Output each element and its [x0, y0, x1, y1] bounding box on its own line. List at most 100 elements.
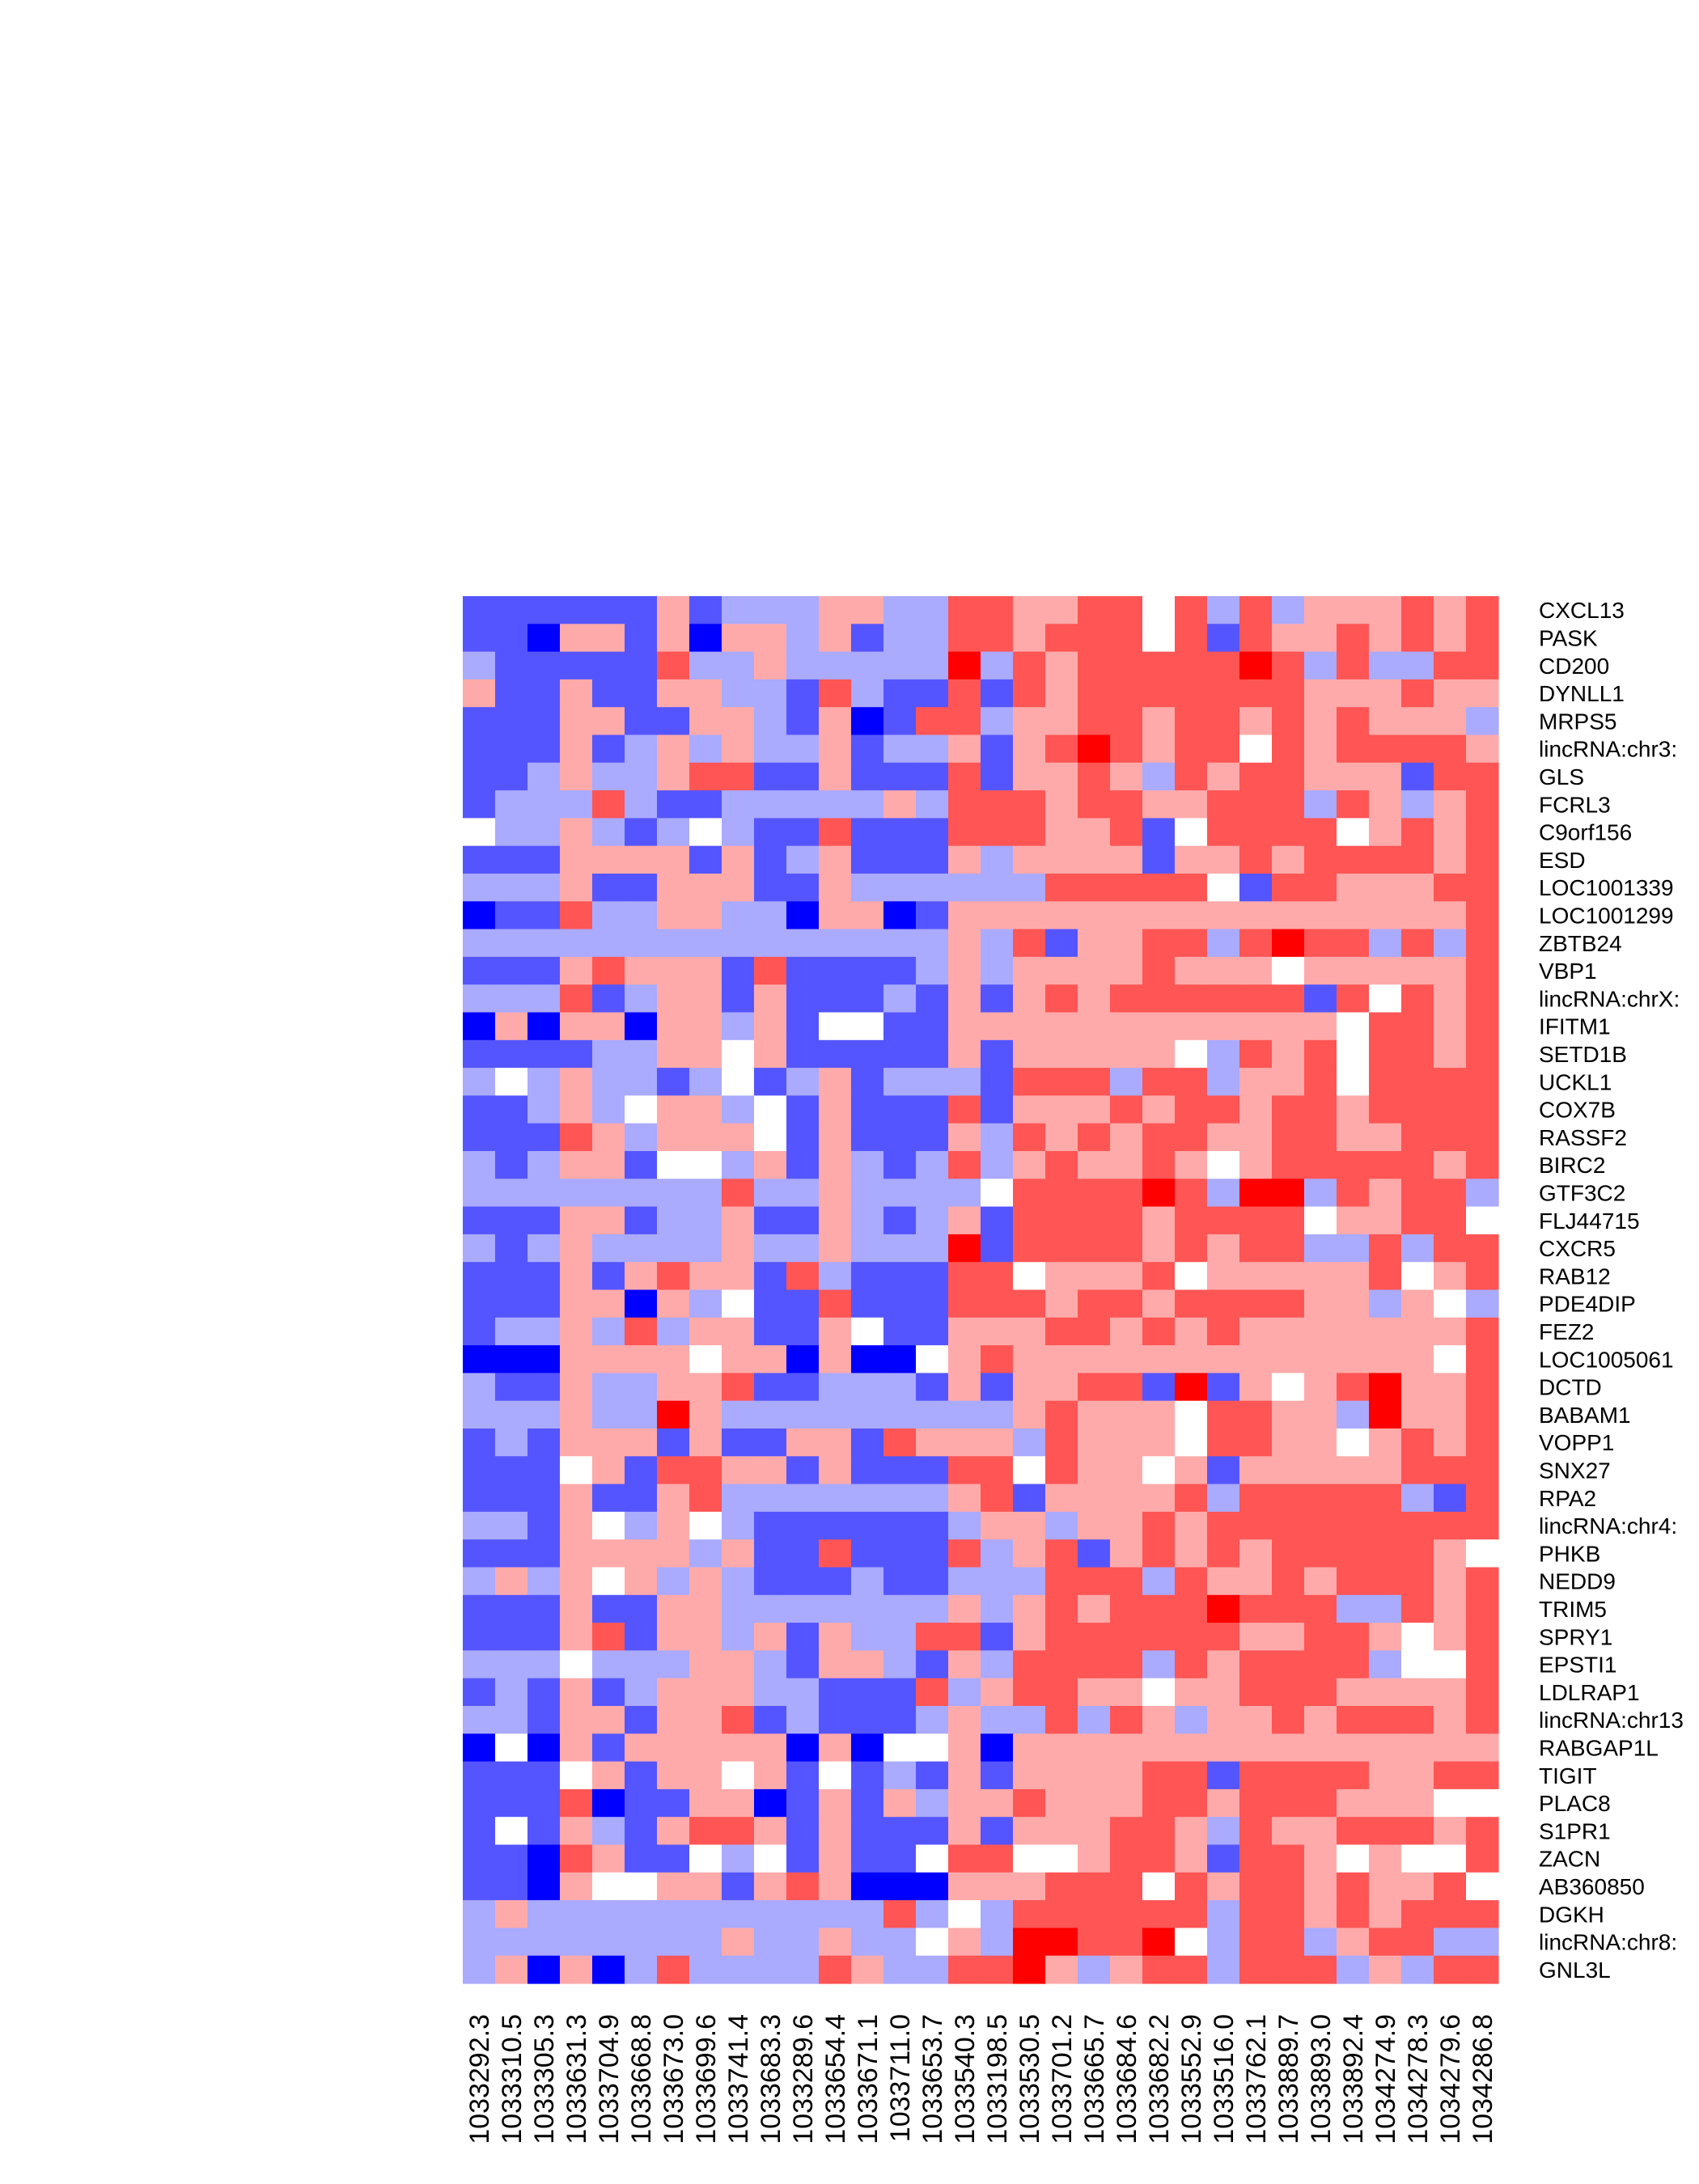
heatmap-cell: [1045, 956, 1078, 985]
heatmap-cell: [689, 1095, 722, 1124]
heatmap-cell: [948, 1456, 981, 1485]
heatmap-cell: [1207, 1623, 1240, 1651]
heatmap-cell: [1142, 1068, 1176, 1096]
heatmap-cell: [786, 1511, 820, 1540]
heatmap-cell: [722, 1706, 755, 1734]
heatmap-cell: [754, 1456, 787, 1485]
heatmap-cell: [560, 1900, 593, 1928]
heatmap-cell: [948, 1594, 981, 1623]
heatmap-cell: [1304, 707, 1337, 736]
heatmap-cell: [560, 845, 593, 874]
heatmap-cell: [625, 1400, 658, 1429]
heatmap-cell: [1175, 1012, 1208, 1041]
heatmap-cell: [1175, 1650, 1208, 1679]
heatmap-cell: [1207, 1123, 1240, 1152]
heatmap-cell: [851, 734, 884, 764]
heatmap-cell: [527, 1761, 561, 1790]
heatmap-cell: [1239, 1400, 1273, 1429]
heatmap-cell: [819, 1844, 852, 1873]
heatmap-cell: [463, 1095, 496, 1124]
heatmap-cell: [851, 1234, 884, 1263]
heatmap-cell: [1304, 1706, 1337, 1734]
heatmap-cell: [1078, 1400, 1111, 1429]
heatmap-cell: [1434, 1955, 1467, 1984]
heatmap-cell: [786, 1817, 820, 1846]
heatmap-cell: [657, 956, 690, 985]
heatmap-cell: [819, 984, 852, 1014]
heatmap-cell: [819, 1761, 852, 1790]
heatmap-cell: [1466, 1928, 1499, 1957]
heatmap-cell: [1401, 1511, 1434, 1540]
column-label: 1033310.5: [497, 2014, 527, 2144]
heatmap-cell: [1045, 1428, 1078, 1457]
heatmap-cell: [495, 790, 528, 819]
heatmap-cell: [1466, 1788, 1499, 1818]
heatmap-cell: [1304, 734, 1337, 764]
heatmap-cell: [689, 1817, 722, 1846]
heatmap-cell: [1239, 762, 1273, 791]
heatmap-cell: [560, 1955, 593, 1984]
heatmap-cell: [1369, 1928, 1402, 1957]
heatmap-cell: [495, 1151, 528, 1179]
heatmap-cell: [1078, 1373, 1111, 1402]
heatmap-cell: [689, 1012, 722, 1041]
heatmap-cell: [1142, 1706, 1176, 1734]
heatmap-cell: [1337, 1817, 1370, 1846]
heatmap-cell: [1337, 929, 1370, 958]
heatmap-cell: [463, 1706, 496, 1734]
heatmap-cell: [495, 845, 528, 874]
heatmap-cell: [495, 679, 528, 708]
heatmap-cell: [981, 1400, 1014, 1429]
heatmap-cells: [463, 596, 1499, 1984]
row-label: GLS: [1539, 764, 1584, 789]
heatmap-cell: [1045, 1039, 1078, 1069]
heatmap-cell: [625, 1872, 658, 1901]
heatmap-cell: [463, 1733, 496, 1763]
heatmap-cell: [495, 1733, 528, 1763]
heatmap-cell: [851, 651, 884, 680]
heatmap-cell: [722, 679, 755, 708]
heatmap-cell: [1175, 1095, 1208, 1124]
heatmap-cell: [1401, 1400, 1434, 1429]
heatmap-cell: [1013, 1039, 1046, 1069]
heatmap-cell: [786, 1234, 820, 1263]
heatmap-cell: [1369, 1068, 1402, 1096]
heatmap-cell: [1337, 1289, 1370, 1318]
heatmap-cell: [1434, 1456, 1467, 1485]
heatmap-cell: [527, 818, 561, 847]
heatmap-cell: [1466, 1068, 1499, 1096]
heatmap-cell: [463, 734, 496, 764]
heatmap-cell: [1401, 1955, 1434, 1984]
heatmap-cell: [722, 1650, 755, 1679]
heatmap-cell: [1239, 1068, 1273, 1096]
heatmap-cell: [689, 901, 722, 930]
heatmap-cell: [851, 1206, 884, 1235]
heatmap-cell: [1110, 596, 1143, 624]
heatmap-cell: [786, 1539, 820, 1568]
heatmap-cell: [1175, 1039, 1208, 1069]
heatmap-cell: [1142, 845, 1176, 874]
heatmap-cell: [1337, 1068, 1370, 1096]
heatmap-cell: [883, 1650, 917, 1679]
heatmap-cell: [463, 984, 496, 1014]
heatmap-cell: [1078, 762, 1111, 791]
heatmap-cell: [1369, 1039, 1402, 1069]
heatmap-cell: [1045, 1179, 1078, 1208]
row-label: ZBTB24: [1539, 931, 1622, 956]
heatmap-cell: [883, 1928, 917, 1957]
heatmap-cell: [1110, 1345, 1143, 1373]
heatmap-cell: [1434, 956, 1467, 985]
heatmap-cell: [883, 1706, 917, 1734]
heatmap-cell: [463, 1400, 496, 1429]
heatmap-cell: [1142, 1872, 1176, 1901]
heatmap-cell: [948, 956, 981, 985]
row-label: FEZ2: [1539, 1319, 1594, 1344]
heatmap-cell: [1142, 1262, 1176, 1291]
heatmap-cell: [819, 734, 852, 764]
heatmap-cell: [916, 624, 949, 653]
heatmap-cell: [754, 1955, 787, 1984]
heatmap-cell: [1142, 1844, 1176, 1873]
heatmap-cell: [916, 818, 949, 847]
heatmap-cell: [1337, 1151, 1370, 1179]
heatmap-cell: [1078, 596, 1111, 624]
